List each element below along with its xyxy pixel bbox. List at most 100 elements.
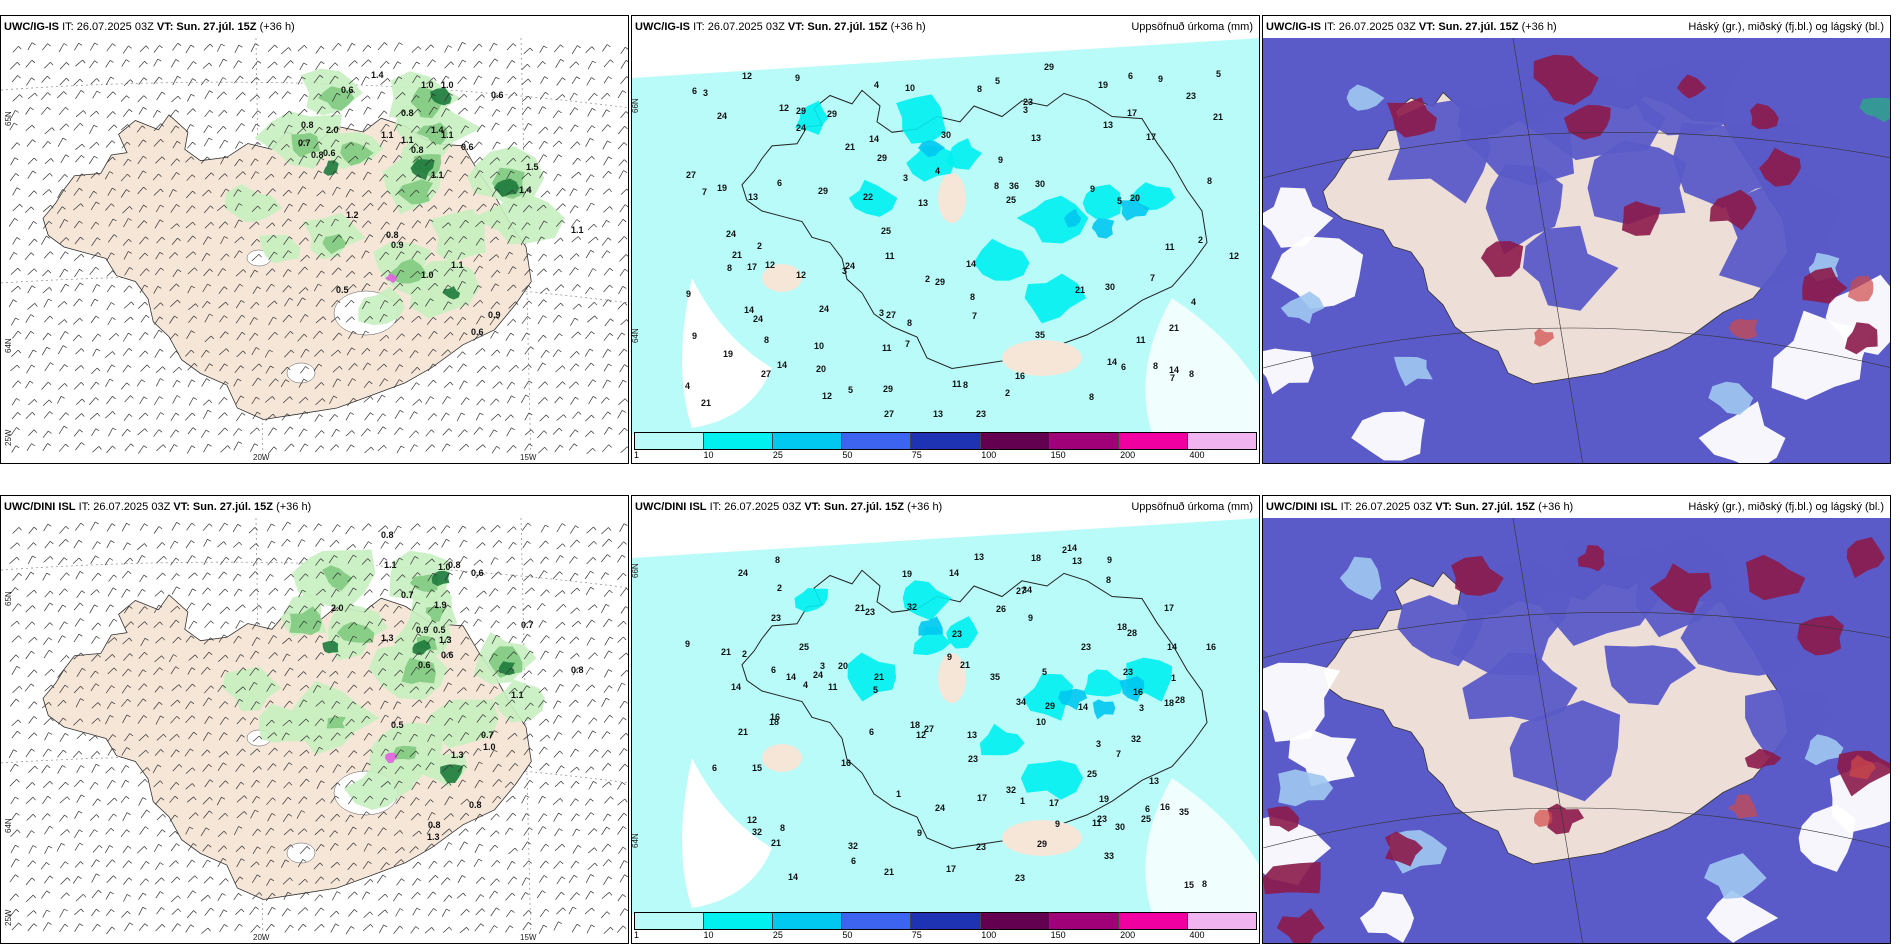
wind-barb	[345, 123, 352, 131]
wind-barb	[121, 910, 128, 918]
precip-10mm	[794, 588, 828, 613]
wind-barb-feather	[30, 683, 35, 687]
wind-barb-feather	[528, 922, 532, 925]
wind-barb-feather	[224, 522, 228, 526]
wind-barb-feather	[400, 141, 404, 145]
wind-barb-feather	[127, 698, 131, 703]
wind-barb-feather	[109, 845, 114, 848]
wind-barb-feather	[353, 397, 357, 401]
wind-barb	[552, 669, 561, 678]
wind-barb-feather	[593, 828, 598, 832]
wind-barb	[58, 383, 65, 390]
wind-barb-feather	[143, 155, 147, 159]
wind-barb	[185, 221, 193, 229]
wind-barb-feather	[18, 635, 22, 639]
wind-barb-feather	[239, 699, 243, 702]
wind-barb-feather	[163, 733, 167, 738]
legend-label: 10	[703, 450, 714, 460]
wind-barb	[122, 238, 129, 246]
wind-barb	[265, 396, 273, 403]
wind-barb	[489, 43, 495, 52]
wind-barb-feather	[351, 171, 356, 175]
wind-barb	[299, 62, 305, 71]
panel-header: UWC/DINI ISL IT: 26.07.2025 03Z VT: Sun.…	[1, 496, 628, 518]
wind-barb-feather	[176, 876, 181, 881]
wind-barb-feather	[559, 396, 564, 400]
wind-barb-feather	[385, 234, 390, 237]
wind-barb-feather	[512, 266, 517, 269]
wind-barb	[235, 395, 241, 405]
wind-barb	[9, 779, 17, 787]
wind-barb	[25, 748, 32, 758]
wind-barb-feather	[590, 586, 595, 590]
wind-barb	[522, 300, 530, 309]
wind-barb-feather	[545, 860, 549, 864]
wind-barb	[331, 607, 338, 614]
wind-barb	[442, 169, 449, 179]
wind-barb	[491, 446, 497, 454]
wind-barb	[505, 795, 514, 803]
wind-barb-feather	[271, 923, 275, 928]
wind-barb	[539, 91, 546, 100]
wind-barb	[139, 826, 146, 835]
wind-barb	[460, 607, 467, 613]
wind-barb-feather	[286, 620, 291, 624]
wind-barb	[75, 59, 83, 67]
wind-barb	[219, 522, 225, 532]
wind-barb-feather	[113, 234, 118, 238]
wind-barb	[89, 191, 94, 199]
wind-barb-feather	[46, 909, 51, 913]
wind-barb-feather	[126, 522, 131, 526]
wind-barb	[105, 60, 111, 68]
wind-barb-feather	[256, 779, 260, 783]
wind-barb	[106, 252, 112, 262]
wind-barb-feather	[543, 813, 548, 817]
wind-barb	[170, 125, 176, 134]
clear-sky	[1288, 729, 1357, 787]
wind-barb	[586, 77, 592, 86]
wind-barb	[587, 604, 595, 611]
wind-barb	[155, 366, 163, 373]
wind-barb-feather	[462, 715, 467, 718]
wind-barb-feather	[430, 44, 434, 48]
wind-barb	[11, 445, 17, 453]
wind-barb	[476, 124, 483, 133]
wind-barb-feather	[447, 396, 451, 399]
model-name: UWC/DINI ISL	[1266, 501, 1338, 513]
wind-barb	[602, 299, 609, 307]
wind-barb	[380, 190, 388, 198]
wind-barb-feather	[210, 335, 215, 340]
wind-barb	[75, 110, 84, 118]
wind-barb	[252, 892, 260, 900]
wind-barb	[332, 764, 339, 773]
panel-header: UWC/IG-IS IT: 26.07.2025 03Z VT: Sun. 27…	[632, 16, 1259, 38]
wind-barb	[139, 396, 145, 405]
wind-barb	[474, 105, 481, 115]
precip-value: 10	[1036, 717, 1046, 727]
wind-barb	[394, 557, 400, 566]
wind-barb	[348, 796, 354, 805]
gust-areas	[224, 68, 565, 326]
wind-barb-feather	[608, 781, 612, 786]
wind-barb	[41, 702, 50, 709]
wind-barb-feather	[33, 910, 37, 914]
low-cloud	[1278, 556, 1844, 899]
wind-barb-feather	[320, 844, 325, 847]
precip-value: 3	[820, 661, 825, 671]
wind-barb-feather	[34, 732, 38, 736]
wind-barb-feather	[161, 655, 165, 660]
wind-barb-feather	[383, 847, 387, 851]
wind-barb-feather	[208, 732, 212, 735]
precip-25mm	[1119, 675, 1145, 702]
wind-barb	[156, 555, 165, 564]
wind-barb	[315, 588, 324, 596]
wind-barb-feather	[192, 141, 196, 145]
wind-barb-feather	[207, 538, 212, 542]
wind-barb-feather	[143, 95, 147, 99]
wind-barb	[187, 61, 194, 70]
wind-barb	[73, 298, 80, 307]
wind-barb	[521, 634, 528, 643]
wind-barb-feather	[287, 250, 292, 254]
wind-barb	[185, 251, 194, 259]
wind-barb-feather	[257, 377, 262, 381]
